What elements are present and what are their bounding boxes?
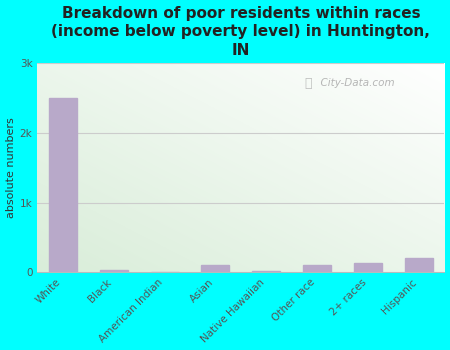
Bar [405,258,433,272]
Y-axis label: absolute numbers: absolute numbers [5,117,16,218]
Bar [354,263,382,272]
Text: ⦿: ⦿ [304,77,311,90]
Bar [49,98,77,272]
Title: Breakdown of poor residents within races
(income below poverty level) in Hunting: Breakdown of poor residents within races… [51,6,430,58]
Bar [252,271,280,272]
Bar [303,265,331,272]
Text: City-Data.com: City-Data.com [314,78,395,88]
Bar [99,270,128,272]
Bar [202,265,230,272]
